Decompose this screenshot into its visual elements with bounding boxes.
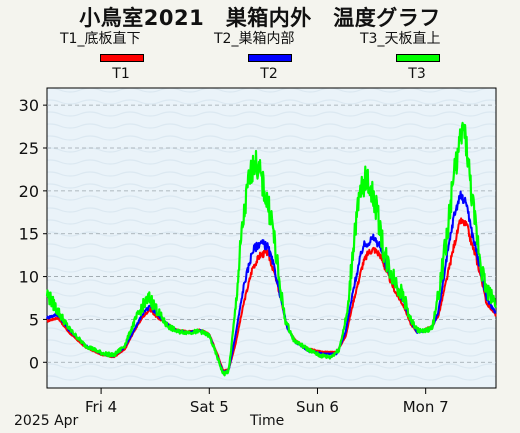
x-tick-label: Sat 5 xyxy=(190,398,229,416)
legend-short-t1: T1 xyxy=(112,66,130,82)
legend-short-t2: T2 xyxy=(260,66,278,82)
legend-label-t1: T1_底板直下 xyxy=(60,31,141,47)
legend-swatch-t1 xyxy=(100,54,144,62)
x-tick-label: Mon 7 xyxy=(403,398,449,416)
plot-area xyxy=(46,87,497,389)
x-tick-label: Sun 6 xyxy=(296,398,339,416)
y-tick-label: 25 xyxy=(19,139,39,158)
x-axis-label: Time xyxy=(250,413,285,429)
series-line-t3 xyxy=(45,121,498,377)
y-tick-label: 20 xyxy=(19,182,39,201)
legend-label-t3: T3_天板直上 xyxy=(360,31,441,47)
y-tick-label: 30 xyxy=(19,96,39,115)
y-tick-label: 15 xyxy=(19,225,39,244)
legend-label-t2: T2_巣箱内部 xyxy=(214,31,295,47)
legend-swatch-t2 xyxy=(248,54,292,62)
legend-short-t3: T3 xyxy=(408,66,426,82)
x-tick-label: Fri 4 xyxy=(85,398,117,416)
y-tick-label: 5 xyxy=(29,310,39,329)
chart-title: 小鳥室2021 巣箱内外 温度グラフ xyxy=(79,6,441,30)
y-tick-label: 10 xyxy=(19,268,39,287)
legend-swatch-t3 xyxy=(396,54,440,62)
date-label: 2025 Apr xyxy=(14,413,79,429)
y-tick-label: 0 xyxy=(29,353,39,372)
